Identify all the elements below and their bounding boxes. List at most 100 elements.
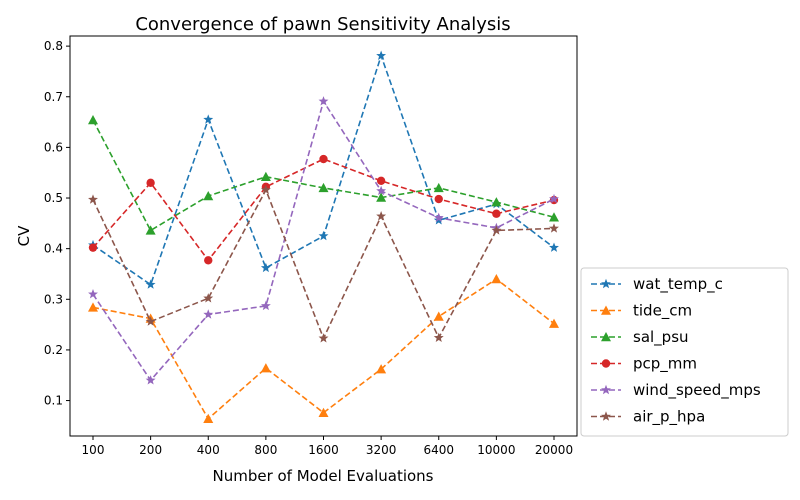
data-point <box>433 212 444 222</box>
series-air_p_hpa <box>88 184 559 343</box>
y-tick-label: 0.6 <box>44 140 63 154</box>
data-point <box>376 50 387 60</box>
x-tick-label: 400 <box>197 443 220 457</box>
data-point <box>145 225 156 235</box>
data-point <box>491 274 502 284</box>
legend-marker <box>601 384 611 395</box>
data-point <box>88 289 98 299</box>
legend-item: pcp_mm <box>591 355 697 374</box>
x-tick-label: 1600 <box>308 443 339 457</box>
data-point <box>318 96 329 106</box>
legend-item: tide_cm <box>591 302 692 321</box>
data-point <box>549 318 559 328</box>
data-point <box>549 242 559 252</box>
y-tick-label: 0.4 <box>44 242 63 256</box>
data-point <box>433 311 444 321</box>
data-point <box>318 333 329 343</box>
data-point <box>549 223 559 233</box>
data-point <box>376 211 387 221</box>
x-axis-label: Number of Model Evaluations <box>212 467 433 485</box>
legend-item: sal_psu <box>591 328 689 347</box>
y-axis: 0.1 0.2 0.3 0.4 0.5 0.6 0.7 0.8 <box>44 39 70 408</box>
legend-label: wind_speed_mps <box>633 381 761 400</box>
data-point <box>260 262 271 273</box>
data-point <box>88 115 98 125</box>
data-point <box>376 364 387 374</box>
series-line <box>92 278 555 421</box>
x-tick-label: 3200 <box>366 443 397 457</box>
chart-title: Convergence of pawn Sensitivity Analysis <box>135 14 510 35</box>
series-line <box>92 158 555 262</box>
data-point <box>318 407 329 417</box>
legend-marker <box>601 278 611 289</box>
legend-marker <box>601 359 611 368</box>
legend-marker <box>601 332 611 342</box>
series-sal_psu <box>88 115 559 235</box>
series-line <box>92 119 555 232</box>
data-point <box>376 192 387 202</box>
y-tick-label: 0.1 <box>44 394 63 408</box>
x-tick-label: 10000 <box>477 443 515 457</box>
data-point <box>433 332 444 342</box>
data-point <box>203 413 214 424</box>
data-point <box>319 154 328 164</box>
series-wat_temp_c <box>88 50 559 289</box>
data-point <box>203 309 214 319</box>
legend-item: wind_speed_mps <box>591 381 761 400</box>
data-point <box>145 316 156 326</box>
data-point <box>145 279 156 289</box>
y-tick-label: 0.5 <box>44 191 63 205</box>
y-tick-label: 0.3 <box>44 292 63 306</box>
series-tide_cm <box>88 274 559 424</box>
series-layer <box>88 50 559 424</box>
data-point <box>88 302 98 312</box>
data-point <box>376 176 386 186</box>
x-tick-label: 200 <box>139 443 162 457</box>
data-point <box>146 178 155 188</box>
legend-marker <box>601 305 611 315</box>
data-point <box>492 209 501 218</box>
y-tick-label: 0.7 <box>44 90 63 104</box>
legend-item: wat_temp_c <box>591 275 723 294</box>
legend-label: pcp_mm <box>633 355 697 374</box>
data-point <box>88 194 98 204</box>
x-tick-label: 800 <box>254 443 277 457</box>
data-point <box>549 212 559 222</box>
data-point <box>260 300 271 311</box>
x-tick-label: 6400 <box>423 443 454 457</box>
legend-marker <box>601 411 611 421</box>
data-point <box>549 193 559 204</box>
legend-label: tide_cm <box>633 302 692 321</box>
x-tick-label: 20000 <box>535 443 573 457</box>
legend-label: wat_temp_c <box>633 275 723 294</box>
legend-label: air_p_hpa <box>633 408 705 427</box>
data-point <box>88 243 98 252</box>
y-tick-label: 0.2 <box>44 343 63 357</box>
y-tick-label: 0.8 <box>44 39 63 53</box>
data-point <box>145 375 156 385</box>
data-point <box>376 185 387 196</box>
legend: wat_temp_c tide_cm sal_psu pcp_mm wind_speed… <box>580 267 789 437</box>
data-point <box>318 182 329 193</box>
series-line <box>92 188 555 341</box>
legend-label: sal_psu <box>633 328 689 347</box>
data-point <box>203 293 214 303</box>
data-point <box>434 194 443 204</box>
data-point <box>491 225 502 235</box>
series-wind_speed_mps <box>88 96 559 385</box>
data-point <box>260 363 271 373</box>
x-axis: 100 200 400 800 1600 3200 6400 10000 20000 <box>82 436 573 457</box>
data-point <box>203 114 214 124</box>
data-point <box>433 182 444 193</box>
y-axis-label: CV <box>15 225 33 246</box>
legend-item: air_p_hpa <box>591 408 705 427</box>
data-point <box>204 256 213 265</box>
data-point <box>203 191 214 201</box>
data-point <box>491 197 502 207</box>
legend-box <box>580 267 789 437</box>
x-tick-label: 100 <box>82 443 105 457</box>
data-point <box>260 184 271 195</box>
data-point <box>260 171 271 182</box>
data-point <box>318 230 329 241</box>
